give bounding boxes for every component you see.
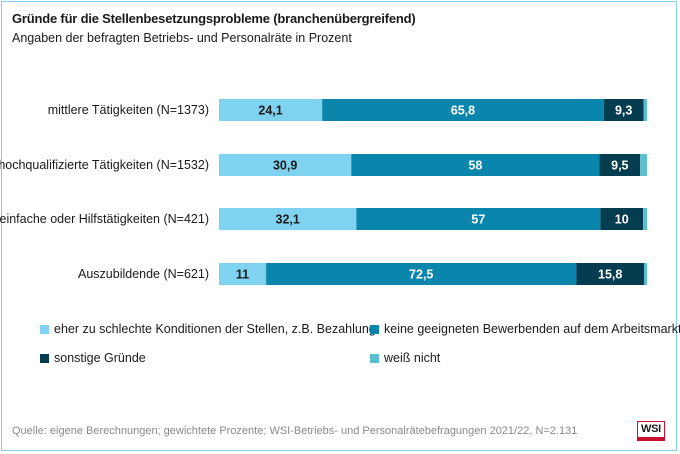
data-label: 9,3 [615,104,632,118]
bar-segment [219,99,323,121]
data-label: 58 [468,159,482,173]
stacked-bar-chart: mittlere Tätigkeiten (N=1373) 24,1 65,8 9,3… [0,99,647,285]
data-label: 57 [471,213,485,227]
data-label: 24,1 [258,104,282,118]
legend-swatch [370,324,379,334]
category-label: mittlere Tätigkeiten (N=1373) [48,103,209,117]
data-label: 30,9 [273,159,297,173]
legend-item-konditionen: eher zu schlechte Konditionen der Stelle… [40,322,376,336]
bar-segment [603,99,644,121]
legend-item-bewerbende: keine geeigneten Bewerbenden auf dem Arb… [370,322,680,336]
category-label: einfache oder Hilfstätigkeiten (N=421) [0,212,209,226]
data-label: 15,8 [598,268,622,282]
bar-segment [322,99,604,121]
bar-segment [219,154,352,176]
chart-title: Gründe für die Stellenbesetzungsprobleme… [12,11,416,26]
data-label: 10 [615,213,629,227]
legend-item-weiss-nicht: weiß nicht [370,351,440,365]
wsi-logo: WSI [637,421,665,441]
category-label: hochqualifizierte Tätigkeiten (N=1532) [0,158,209,172]
bar-segment [599,154,641,176]
legend-label: eher zu schlechte Konditionen der Stelle… [54,322,376,336]
bar-segment [640,154,647,176]
source-note: Quelle: eigene Berechnungen; gewichtete … [12,425,578,437]
legend: eher zu schlechte Konditionen der Stelle… [40,322,680,370]
chart-subtitle: Angaben der befragten Betriebs- und Pers… [12,31,352,45]
legend-item-sonstige: sonstige Gründe [40,351,146,365]
bar-segment [576,263,645,285]
bar-segment [600,208,644,230]
bar-segment [643,208,647,230]
legend-label: sonstige Gründe [54,351,146,365]
legend-label: weiß nicht [384,351,441,365]
legend-swatch [40,324,49,334]
legend-label: keine geeigneten Bewerbenden auf dem Arb… [384,322,680,336]
bar-segment [351,154,600,176]
bar-segment [356,208,601,230]
data-label: 32,1 [276,213,300,227]
data-label: 72,5 [409,268,433,282]
bar-segment [643,99,647,121]
data-label: 9,5 [611,159,628,173]
legend-swatch [370,353,379,363]
bar-segment [644,263,647,285]
data-label: 11 [236,268,249,282]
legend-swatch [40,353,49,363]
category-label: Auszubildende (N=621) [78,267,209,281]
data-label: 65,8 [451,104,475,118]
bar-segment [219,208,357,230]
bar-segment [266,263,577,285]
bar-segment [219,263,267,285]
